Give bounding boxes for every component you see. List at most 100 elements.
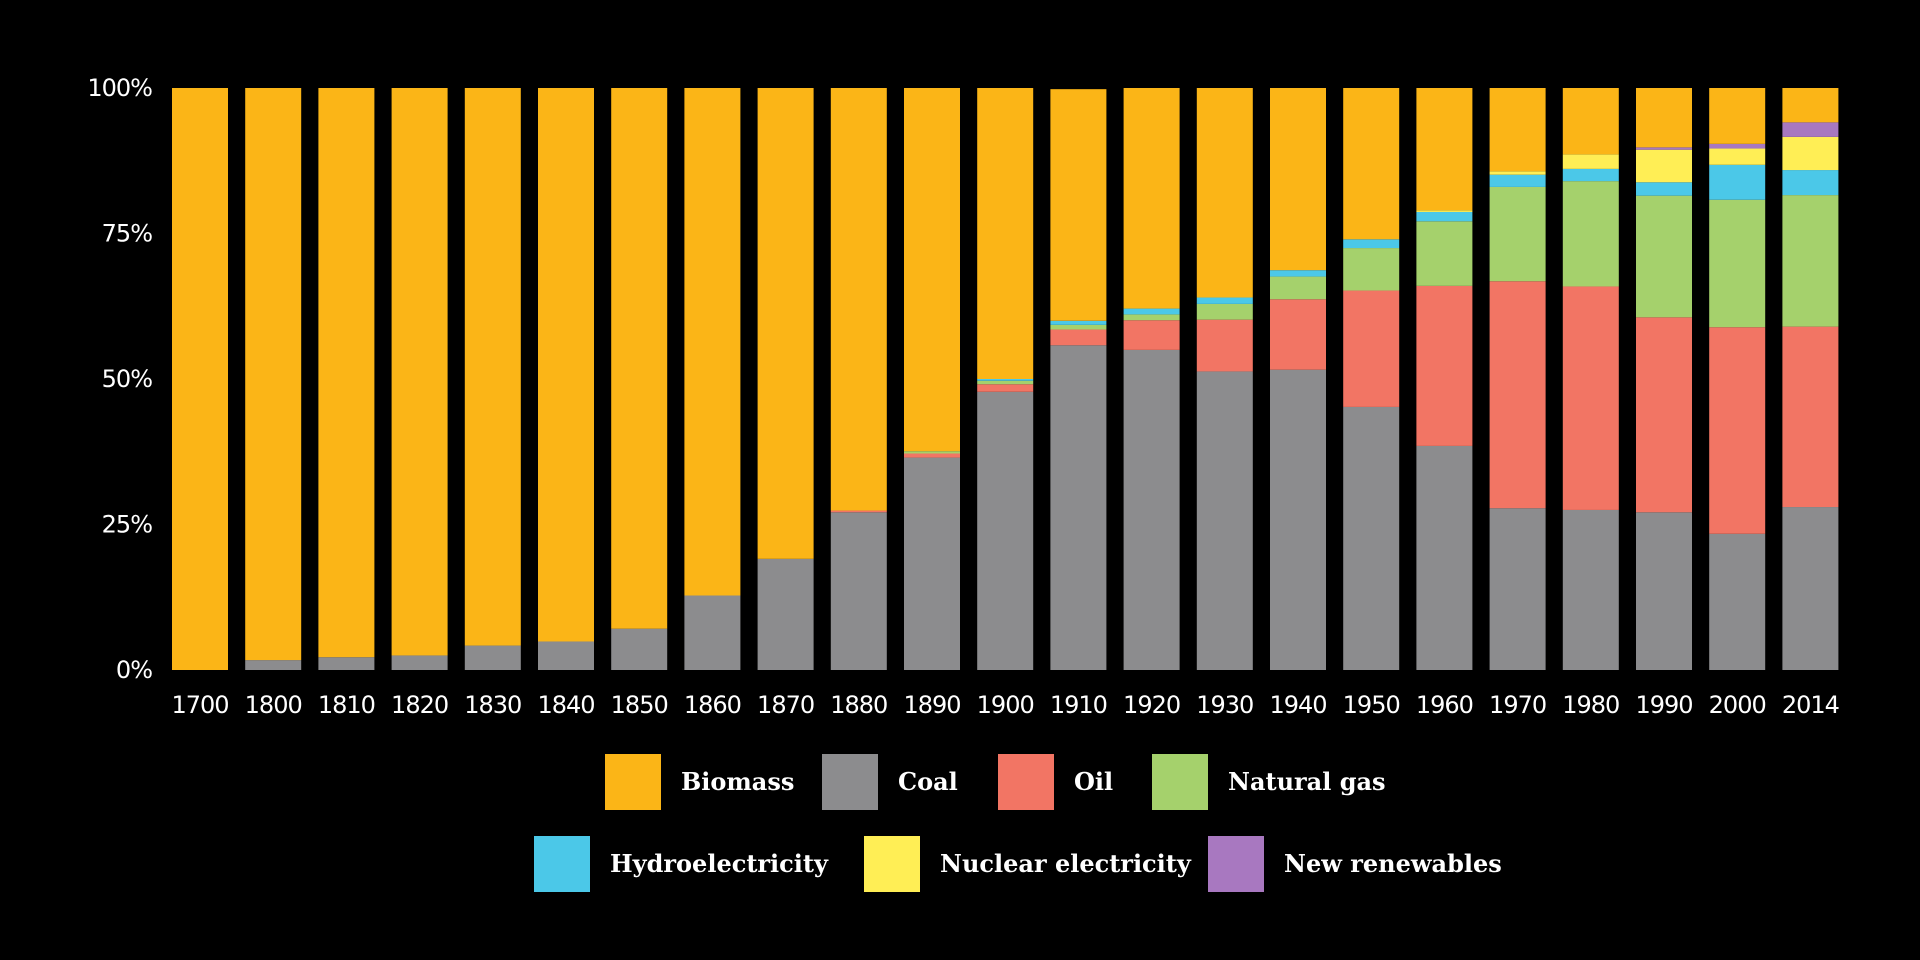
bar-biomass-1860 <box>684 88 741 596</box>
bar-hydroelectricity-2000 <box>1709 164 1766 200</box>
bar-oil-2000 <box>1709 327 1766 534</box>
bar-natural-gas-1900 <box>977 380 1034 385</box>
legend-label-hydroelectricity: Hydroelectricity <box>610 849 829 878</box>
x-tick-label-1920: 1920 <box>1123 691 1180 719</box>
bar-biomass-1900 <box>977 88 1034 379</box>
bar-biomass-1890 <box>904 88 960 452</box>
bar-biomass-1980 <box>1562 88 1619 155</box>
x-tick-label-2000: 2000 <box>1709 691 1766 719</box>
bar-oil-1930 <box>1196 319 1253 372</box>
legend-item-nuclear-electricity: Nuclear electricity <box>864 836 1192 892</box>
bar-group-1880 <box>830 88 887 670</box>
bar-biomass-1800 <box>245 88 302 661</box>
y-tick-label-50: 50% <box>102 365 153 393</box>
x-tick-label-2014: 2014 <box>1782 691 1839 719</box>
bar-coal-1920 <box>1123 349 1180 670</box>
bar-nuclear-electricity-2000 <box>1709 148 1766 165</box>
bar-biomass-1880 <box>830 88 887 511</box>
bar-natural-gas-1910 <box>1050 324 1107 330</box>
bar-coal-1990 <box>1636 512 1692 670</box>
x-tick-label-1930: 1930 <box>1196 691 1253 719</box>
bar-coal-1820 <box>391 655 448 670</box>
bar-natural-gas-1890 <box>904 451 960 454</box>
bar-hydroelectricity-1930 <box>1196 297 1253 304</box>
bar-natural-gas-1970 <box>1489 186 1546 282</box>
bar-natural-gas-1990 <box>1636 195 1692 318</box>
x-tick-label-1800: 1800 <box>245 691 302 719</box>
bar-hydroelectricity-1920 <box>1123 308 1180 315</box>
legend-swatch-new-renewables <box>1208 836 1264 892</box>
bar-hydroelectricity-1940 <box>1270 270 1326 277</box>
bar-group-1930 <box>1196 88 1253 670</box>
bar-oil-1960 <box>1416 285 1473 446</box>
bar-coal-2014 <box>1782 507 1839 670</box>
bar-natural-gas-2000 <box>1709 199 1766 328</box>
bar-biomass-1700 <box>172 88 228 670</box>
bar-coal-1860 <box>684 595 741 670</box>
legend-label-biomass: Biomass <box>681 767 794 796</box>
bar-nuclear-electricity-1980 <box>1562 154 1619 169</box>
y-axis: 0% 25% 50% 75% 100% <box>87 74 153 684</box>
bar-biomass-1830 <box>464 88 521 646</box>
bar-coal-1800 <box>245 660 302 670</box>
legend-swatch-oil <box>998 754 1054 810</box>
bar-coal-1890 <box>904 457 960 670</box>
x-tick-label-1940: 1940 <box>1269 691 1326 719</box>
bar-group-1850 <box>611 88 668 670</box>
bar-coal-2000 <box>1709 533 1766 670</box>
legend-swatch-hydroelectricity <box>534 836 590 892</box>
bar-coal-1980 <box>1562 509 1619 670</box>
bar-group-1830 <box>464 88 521 670</box>
bar-hydroelectricity-1950 <box>1343 239 1400 249</box>
bar-oil-1880 <box>830 510 887 513</box>
y-tick-label-100: 100% <box>87 74 152 102</box>
x-tick-label-1870: 1870 <box>757 691 814 719</box>
legend-swatch-natural-gas <box>1152 754 1208 810</box>
bar-biomass-1990 <box>1636 88 1692 148</box>
bar-group-1840 <box>538 88 594 670</box>
x-tick-label-1910: 1910 <box>1050 691 1107 719</box>
x-tick-label-1820: 1820 <box>391 691 448 719</box>
bar-group-1970 <box>1489 88 1546 670</box>
bar-hydroelectricity-2014 <box>1782 170 1839 196</box>
bar-coal-1900 <box>977 391 1034 670</box>
bar-hydroelectricity-1980 <box>1562 168 1619 182</box>
bar-natural-gas-1960 <box>1416 221 1473 286</box>
bar-biomass-1930 <box>1196 88 1253 298</box>
bar-oil-1900 <box>977 384 1034 392</box>
bar-coal-1950 <box>1343 406 1400 670</box>
legend-label-natural-gas: Natural gas <box>1228 767 1386 796</box>
bars <box>172 88 1839 670</box>
bar-biomass-1920 <box>1123 88 1180 309</box>
bar-natural-gas-1950 <box>1343 248 1400 291</box>
bar-group-1950 <box>1343 88 1400 670</box>
bar-group-1900 <box>977 88 1034 670</box>
bar-hydroelectricity-1970 <box>1489 174 1546 187</box>
bar-biomass-1810 <box>318 88 375 658</box>
bar-group-1980 <box>1562 88 1619 670</box>
bar-group-1810 <box>318 88 375 670</box>
bar-group-1990 <box>1636 88 1692 670</box>
bar-oil-1980 <box>1562 286 1619 510</box>
bar-group-1960 <box>1416 88 1473 670</box>
bar-biomass-1820 <box>391 88 448 656</box>
bar-nuclear-electricity-1960 <box>1416 210 1473 212</box>
bar-oil-1990 <box>1636 317 1692 513</box>
x-axis: 1700 1800 1810 1820 1830 1840 1850 1860 1870 1880… <box>171 691 1839 719</box>
bar-group-1910 <box>1050 89 1107 670</box>
bar-coal-1830 <box>464 645 521 670</box>
bar-oil-1910 <box>1050 329 1107 346</box>
bar-hydroelectricity-1910 <box>1050 320 1107 325</box>
bar-group-1700 <box>172 88 228 670</box>
bar-coal-1940 <box>1270 369 1326 670</box>
bar-biomass-1840 <box>538 88 594 642</box>
bar-coal-1840 <box>538 641 594 670</box>
legend-item-new-renewables: New renewables <box>1208 836 1502 892</box>
bar-biomass-2000 <box>1709 88 1766 144</box>
legend-item-hydroelectricity: Hydroelectricity <box>534 836 829 892</box>
x-tick-label-1950: 1950 <box>1343 691 1400 719</box>
bar-oil-1950 <box>1343 290 1400 407</box>
legend-label-nuclear-electricity: Nuclear electricity <box>940 849 1192 878</box>
bar-biomass-1850 <box>611 88 668 629</box>
bar-hydroelectricity-1990 <box>1636 182 1692 196</box>
